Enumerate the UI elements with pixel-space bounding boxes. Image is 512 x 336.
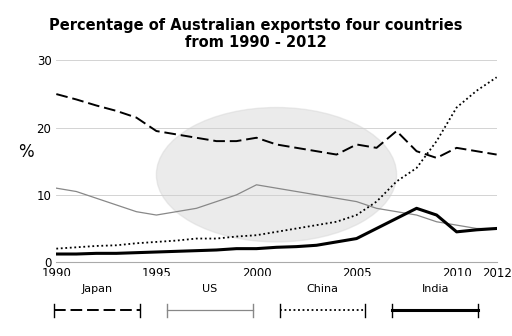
Text: Percentage of Australian exportsto four countries
from 1990 - 2012: Percentage of Australian exportsto four … [49,18,463,50]
Ellipse shape [156,108,397,242]
Text: China: China [307,284,338,294]
Text: US: US [202,284,218,294]
FancyBboxPatch shape [39,273,494,332]
Y-axis label: %: % [17,143,33,161]
Text: Japan: Japan [82,284,113,294]
Text: India: India [421,284,449,294]
